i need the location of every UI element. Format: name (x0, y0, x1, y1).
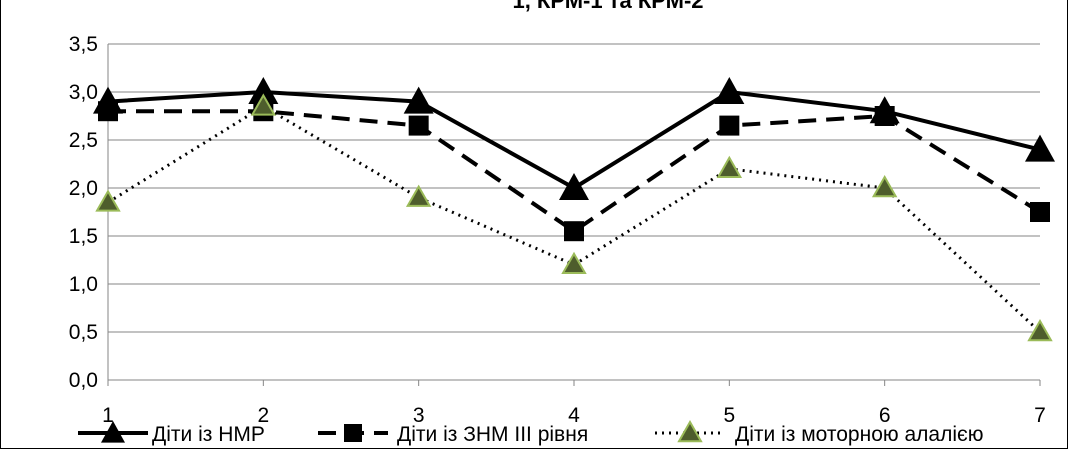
triangle-marker (1025, 134, 1055, 162)
triangle-marker (559, 173, 589, 200)
series-line (108, 109, 1042, 234)
square-marker (408, 115, 429, 136)
triangle-marker (1027, 318, 1053, 342)
x-tick-label: 3 (413, 404, 425, 427)
triangle-marker (403, 86, 434, 114)
x-tick-label: 2 (257, 404, 269, 427)
square-marker (719, 115, 740, 136)
triangle-marker (716, 155, 743, 179)
x-tick-label: 5 (723, 404, 735, 427)
legend-label: Діти із НМР (152, 423, 265, 446)
x-tick-label: 1 (102, 404, 114, 427)
triangle-marker (871, 174, 898, 198)
square-marker (1030, 202, 1050, 222)
square-marker (98, 101, 118, 122)
triangle-marker (405, 184, 432, 207)
legend-label: Діти із ЗНМ ІІІ рівня (397, 423, 588, 446)
triangle-marker (248, 77, 279, 104)
x-tick-label: 7 (1034, 404, 1046, 427)
series-3 (95, 93, 1053, 342)
triangle-marker (250, 93, 277, 116)
series-2 (98, 101, 1050, 242)
triangle-marker (95, 189, 121, 212)
triangle-marker (561, 251, 587, 275)
x-tick-label: 4 (568, 404, 580, 427)
triangle-marker (714, 77, 745, 104)
series-1 (93, 77, 1055, 200)
square-marker (874, 106, 895, 126)
legend: Діти із НМР Діти із ЗНМ ІІІ рівня Діти із … (78, 419, 983, 446)
y-tick-label: 0,5 (69, 321, 98, 344)
y-tick-label: 1,0 (69, 273, 98, 296)
triangle-marker (677, 419, 703, 443)
y-tick-label: 3,0 (69, 81, 98, 104)
chart-title-fragment: 1, КРМ-1 та КРМ-2 (512, 0, 703, 13)
square-marker (344, 424, 362, 442)
series-layer (93, 77, 1055, 342)
y-tick-label: 2,5 (69, 129, 98, 152)
y-tick-label: 2,0 (69, 177, 98, 200)
y-tick-label: 0,0 (69, 369, 98, 392)
y-tick-label: 3,5 (69, 33, 98, 56)
y-tick-label: 1,5 (69, 225, 98, 248)
axes: 0,0 0,5 1,0 1,5 2,0 2,5 3,0 3,5 (69, 33, 1040, 392)
legend-label: Діти із моторною алалією (735, 423, 983, 446)
x-tick-label: 6 (879, 404, 891, 427)
x-tick-labels: 1 2 3 4 5 6 7 (102, 380, 1046, 427)
triangle-marker (101, 421, 125, 443)
square-marker (564, 221, 584, 242)
